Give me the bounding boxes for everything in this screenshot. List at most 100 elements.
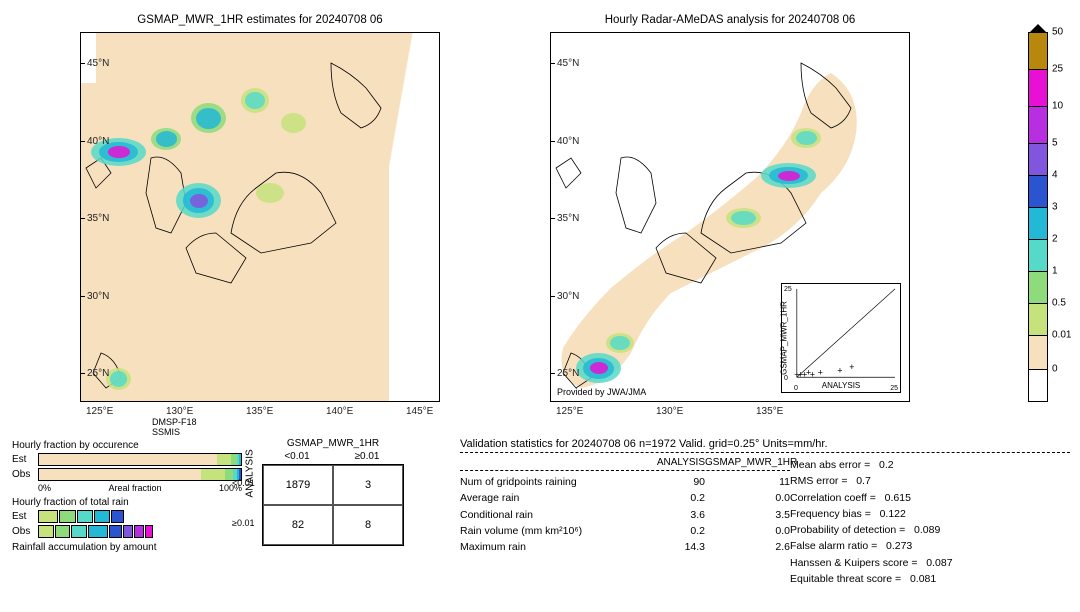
svg-text:+: + bbox=[818, 368, 823, 378]
colorbar-tick: 0 bbox=[1052, 364, 1058, 375]
rain-blob bbox=[796, 131, 817, 145]
colorbar: 502510543210.50.010 bbox=[1028, 32, 1048, 402]
lon-tick: 140°E bbox=[326, 406, 353, 417]
lon-tick: 135°E bbox=[756, 406, 783, 417]
rain-blob bbox=[156, 131, 177, 146]
colorbar-tick: 4 bbox=[1052, 170, 1058, 181]
colorbar-tick: 5 bbox=[1052, 138, 1058, 149]
rain-blob bbox=[256, 183, 284, 203]
row-est: Est bbox=[12, 454, 38, 465]
stat-kv-row: False alarm ratio = 0.273 bbox=[790, 538, 1040, 554]
cont-rh-1: ≥0.01 bbox=[232, 518, 254, 528]
colorbar-tick: 0.5 bbox=[1052, 298, 1066, 309]
colorbar-seg bbox=[1028, 175, 1048, 207]
colorbar-seg bbox=[1028, 271, 1048, 303]
cont-cell-00: 1879 bbox=[263, 465, 333, 505]
bar-seg bbox=[71, 525, 87, 538]
right-map-title: Hourly Radar-AMeDAS analysis for 2024070… bbox=[550, 14, 910, 26]
accum-title: Rainfall accumulation by amount bbox=[12, 542, 242, 553]
lat-tick: 35°N bbox=[557, 213, 579, 224]
right-map: 45°N 40°N 35°N 30°N 25°N Provided by JWA/JMA… bbox=[550, 32, 910, 402]
sensor-footnote-2: SSMIS bbox=[152, 427, 180, 437]
stat-kv-row: Hanssen & Kuipers score = 0.087 bbox=[790, 555, 1040, 571]
scatter-tick-1y: 25 bbox=[784, 286, 792, 293]
row-est-2: Est bbox=[12, 511, 38, 522]
rain-blob bbox=[281, 113, 306, 133]
bar-seg bbox=[201, 469, 225, 480]
colorbar-seg bbox=[1028, 369, 1048, 402]
rain-blob bbox=[196, 108, 221, 129]
bar-seg bbox=[111, 510, 123, 523]
rain-blob bbox=[108, 146, 130, 157]
scatter-tick-0x: 0 bbox=[794, 385, 798, 392]
colorbar-seg bbox=[1028, 32, 1048, 69]
colorbar-tick: 50 bbox=[1052, 27, 1063, 38]
lat-tick: 45°N bbox=[557, 58, 579, 69]
lon-tick: 145°E bbox=[406, 406, 433, 417]
bar-seg bbox=[77, 510, 93, 523]
stat-row: Rain volume (mm km²10⁶)0.20.0 bbox=[460, 523, 790, 539]
rain-blob bbox=[110, 371, 128, 386]
cont-col-1: ≥0.01 bbox=[332, 451, 402, 462]
left-map: 45°N40°N35°N30°N25°N bbox=[80, 32, 440, 402]
rain-blob bbox=[590, 362, 608, 374]
lat-tick: 30°N bbox=[557, 291, 579, 302]
lat-tick: 30°N bbox=[87, 291, 109, 302]
cont-rh-0: <0.01 bbox=[232, 478, 255, 488]
stat-kv-row: Correlation coeff = 0.615 bbox=[790, 490, 1040, 506]
scatter-xlabel: ANALYSIS bbox=[822, 381, 861, 390]
stat-row: Num of gridpoints raining9011 bbox=[460, 474, 790, 490]
lon-tick: 135°E bbox=[246, 406, 273, 417]
lon-tick: 125°E bbox=[556, 406, 583, 417]
svg-text:+: + bbox=[810, 369, 815, 379]
sensor-footnote-1: DMSP-F18 bbox=[152, 417, 197, 427]
axis-lbl: Areal fraction bbox=[108, 483, 161, 493]
contingency-table: GSMAP_MWR_1HR <0.01 ≥0.01 ANALYSIS <0.01… bbox=[262, 438, 404, 546]
lon-tick: 130°E bbox=[166, 406, 193, 417]
lon-tick: 125°E bbox=[86, 406, 113, 417]
cont-cell-11: 8 bbox=[333, 505, 403, 545]
bar-seg bbox=[38, 510, 58, 523]
colorbar-seg bbox=[1028, 207, 1048, 239]
lon-tick: 130°E bbox=[656, 406, 683, 417]
stat-kv-row: Equitable threat score = 0.081 bbox=[790, 571, 1040, 587]
stat-hdr-2: GSMAP_MWR_1HR bbox=[705, 457, 790, 468]
stat-kv-row: Mean abs error = 0.2 bbox=[790, 457, 1040, 473]
rain-blob bbox=[190, 194, 208, 208]
stat-kv-row: Probability of detection = 0.089 bbox=[790, 522, 1040, 538]
cont-row-axis: ANALYSIS bbox=[245, 449, 256, 497]
occurence-title: Hourly fraction by occurence bbox=[12, 440, 242, 451]
cont-col-0: <0.01 bbox=[262, 451, 332, 462]
totalrain-title: Hourly fraction of total rain bbox=[12, 497, 242, 508]
colorbar-seg bbox=[1028, 69, 1048, 106]
lat-tick: 40°N bbox=[557, 136, 579, 147]
bar-seg bbox=[239, 454, 241, 465]
cont-cell-01: 3 bbox=[333, 465, 403, 505]
lat-tick: 25°N bbox=[557, 368, 579, 379]
row-obs-2: Obs bbox=[12, 526, 38, 537]
lat-tick: 35°N bbox=[87, 213, 109, 224]
bar-seg bbox=[38, 525, 54, 538]
scatter-tick-1x: 25 bbox=[890, 385, 898, 392]
bar-seg bbox=[59, 510, 75, 523]
colorbar-tick: 25 bbox=[1052, 64, 1063, 75]
bar-seg bbox=[39, 469, 201, 480]
colorbar-seg bbox=[1028, 335, 1048, 369]
validation-section: Validation statistics for 20240708 06 n=… bbox=[460, 438, 1070, 587]
cont-cell-10: 82 bbox=[263, 505, 333, 545]
stat-row: Average rain0.20.0 bbox=[460, 490, 790, 506]
scatter-tick-0y: 0 bbox=[784, 375, 788, 382]
contingency-title: GSMAP_MWR_1HR bbox=[262, 438, 404, 449]
stat-kv-row: RMS error = 0.7 bbox=[790, 473, 1040, 489]
bar-seg bbox=[109, 525, 121, 538]
bar-seg bbox=[94, 510, 110, 523]
bar-seg bbox=[134, 525, 144, 538]
axis-0: 0% bbox=[38, 483, 51, 493]
attribution: Provided by JWA/JMA bbox=[557, 387, 646, 397]
stat-kv-row: Frequency bias = 0.122 bbox=[790, 506, 1040, 522]
colorbar-tick: 10 bbox=[1052, 101, 1063, 112]
colorbar-tick: 1 bbox=[1052, 266, 1058, 277]
stat-hdr-1: ANALYSIS bbox=[630, 457, 705, 468]
bar-seg bbox=[217, 454, 231, 465]
colorbar-seg bbox=[1028, 239, 1048, 271]
